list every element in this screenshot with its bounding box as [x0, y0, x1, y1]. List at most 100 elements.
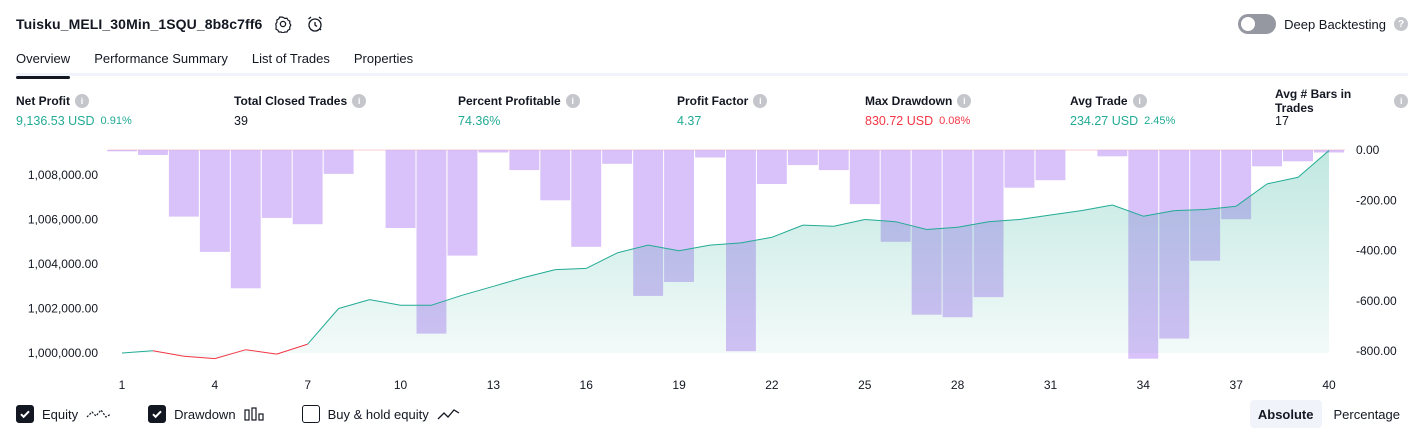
metric-label: Avg Trade: [1070, 94, 1128, 108]
settings-icon[interactable]: [272, 13, 294, 35]
drawdown-bar: [695, 150, 725, 158]
metric-value: 17: [1275, 114, 1289, 128]
right-tick-label: -600.00: [1356, 294, 1397, 308]
info-icon[interactable]: i: [957, 94, 972, 108]
trend-line-icon: [437, 407, 461, 421]
drawdown-bar: [1283, 150, 1313, 162]
equity-checkbox[interactable]: [16, 405, 34, 423]
toggle-knob: [1241, 17, 1256, 31]
drawdown-bar: [1035, 150, 1066, 181]
equity-drawdown-chart[interactable]: 1,000,000.00 1,002,000.00 1,004,000.00 1,00…: [0, 140, 1424, 396]
drawdown-bar: [1004, 150, 1035, 188]
metrics-bar: Net Profit i 9,136.53 USD 0.91% Total Clos…: [16, 87, 1408, 132]
legend-drawdown[interactable]: Drawdown: [148, 405, 265, 423]
metric-label: Percent Profitable: [458, 94, 561, 108]
x-tick-label: 37: [1230, 378, 1244, 392]
x-tick-label: 34: [1137, 378, 1151, 392]
x-tick-label: 4: [211, 378, 218, 392]
tab-overview[interactable]: Overview: [16, 40, 71, 79]
deep-backtesting-label: Deep Backtesting: [1284, 16, 1386, 32]
metric-label: Profit Factor: [677, 94, 749, 108]
left-tick-label: 1,000,000.00: [28, 346, 98, 360]
equity-segment: [895, 221, 927, 230]
drawdown-bar: [230, 150, 261, 289]
metric-net-profit: Net Profit i 9,136.53 USD 0.91%: [16, 92, 132, 131]
equity-segment: [1266, 176, 1299, 185]
metric-value: 39: [234, 114, 248, 128]
info-icon[interactable]: i: [565, 94, 580, 108]
metric-avg-bars: Avg # Bars in Trades i 17: [1275, 87, 1408, 131]
alarm-clock-icon[interactable]: [304, 13, 326, 35]
chart-legend: Equity Drawdown Buy & hold equity: [16, 402, 461, 426]
metric-label: Total Closed Trades: [234, 94, 348, 108]
left-axis: 1,000,000.00 1,002,000.00 1,004,000.00 1,00…: [28, 168, 98, 360]
equity-segment: [121, 350, 153, 354]
absolute-button[interactable]: Absolute: [1249, 400, 1322, 428]
equity-segment: [709, 242, 742, 246]
info-icon[interactable]: i: [753, 94, 768, 108]
drawdown-bar: [168, 150, 199, 217]
metric-value: 234.27 USD: [1070, 114, 1139, 128]
drawdown-bar: [323, 150, 354, 174]
deep-backtesting-toggle[interactable]: [1238, 14, 1277, 34]
info-icon[interactable]: i: [352, 94, 367, 108]
info-icon[interactable]: i: [1132, 94, 1147, 108]
right-tick-label: 0.00: [1356, 143, 1380, 157]
x-tick-label: 13: [487, 378, 501, 392]
equity-segment: [152, 350, 184, 357]
x-tick-label: 22: [765, 378, 779, 392]
info-icon[interactable]: i: [75, 94, 89, 108]
equity-segment: [338, 299, 370, 309]
right-tick-label: -200.00: [1356, 193, 1397, 207]
equity-segment: [926, 226, 958, 230]
metric-percent: 2.45%: [1144, 115, 1176, 127]
equity-label: Equity: [42, 406, 79, 422]
drawdown-label: Drawdown: [174, 406, 236, 422]
metric-value: 4.37: [677, 114, 702, 128]
equity-segment: [1235, 183, 1268, 207]
x-tick-label: 19: [672, 378, 686, 392]
equity-segment: [1174, 209, 1206, 212]
metric-avg-trade: Avg Trade i 234.27 USD 2.45%: [1070, 92, 1175, 131]
equity-segment: [276, 343, 308, 355]
percentage-button[interactable]: Percentage: [1333, 406, 1401, 422]
metric-value: 9,136.53 USD: [16, 114, 95, 128]
drawdown-bar: [818, 150, 849, 171]
info-icon[interactable]: i: [1394, 94, 1408, 108]
legend-equity[interactable]: Equity: [16, 405, 112, 423]
x-tick-label: 10: [394, 378, 408, 392]
help-icon[interactable]: ?: [1394, 17, 1408, 31]
tab-properties[interactable]: Properties: [353, 50, 414, 66]
left-tick-label: 1,004,000.00: [28, 257, 98, 271]
tab-performance-summary[interactable]: Performance Summary: [94, 50, 228, 66]
metric-profit-factor: Profit Factor i 4.37: [677, 92, 768, 131]
equity-segment: [1205, 205, 1237, 210]
drawdown-bars: [107, 150, 1344, 359]
buy-hold-checkbox[interactable]: [301, 405, 320, 423]
equity-segment: [493, 276, 525, 287]
tab-list-of-trades[interactable]: List of Trades: [251, 50, 330, 66]
right-tick-label: -800.00: [1356, 344, 1397, 358]
equity-segment: [1050, 210, 1082, 216]
drawdown-bar: [756, 150, 787, 184]
legend-buy-hold[interactable]: Buy & hold equity: [301, 405, 461, 423]
report-tabs: Overview Performance Summary List of Tra…: [16, 40, 1408, 79]
equity-segment: [524, 269, 556, 278]
metric-percent: 0.08%: [939, 115, 971, 127]
metric-percent: 0.91%: [100, 115, 132, 127]
equity-segment: [307, 308, 339, 345]
equity-segment: [462, 285, 494, 296]
metric-max-drawdown: Max Drawdown i 830.72 USD 0.08%: [865, 92, 972, 131]
drawdown-bar: [261, 150, 292, 218]
right-tick-label: -400.00: [1356, 244, 1397, 258]
left-tick-label: 1,006,000.00: [28, 213, 98, 227]
drawdown-bar: [199, 150, 230, 252]
drawdown-bar: [509, 150, 540, 171]
drawdown-bar: [138, 150, 168, 155]
drawdown-checkbox[interactable]: [148, 405, 167, 423]
strategy-name: Tuisku_MELI_30Min_1SQU_8b8c7ff6: [16, 16, 263, 32]
x-axis: 1 4 7 10 13 16 19 22 25 28 31 34 37 40: [119, 378, 1336, 392]
x-tick-label: 31: [1044, 378, 1058, 392]
metric-label: Net Profit: [16, 94, 70, 108]
metric-label: Max Drawdown: [865, 94, 953, 108]
